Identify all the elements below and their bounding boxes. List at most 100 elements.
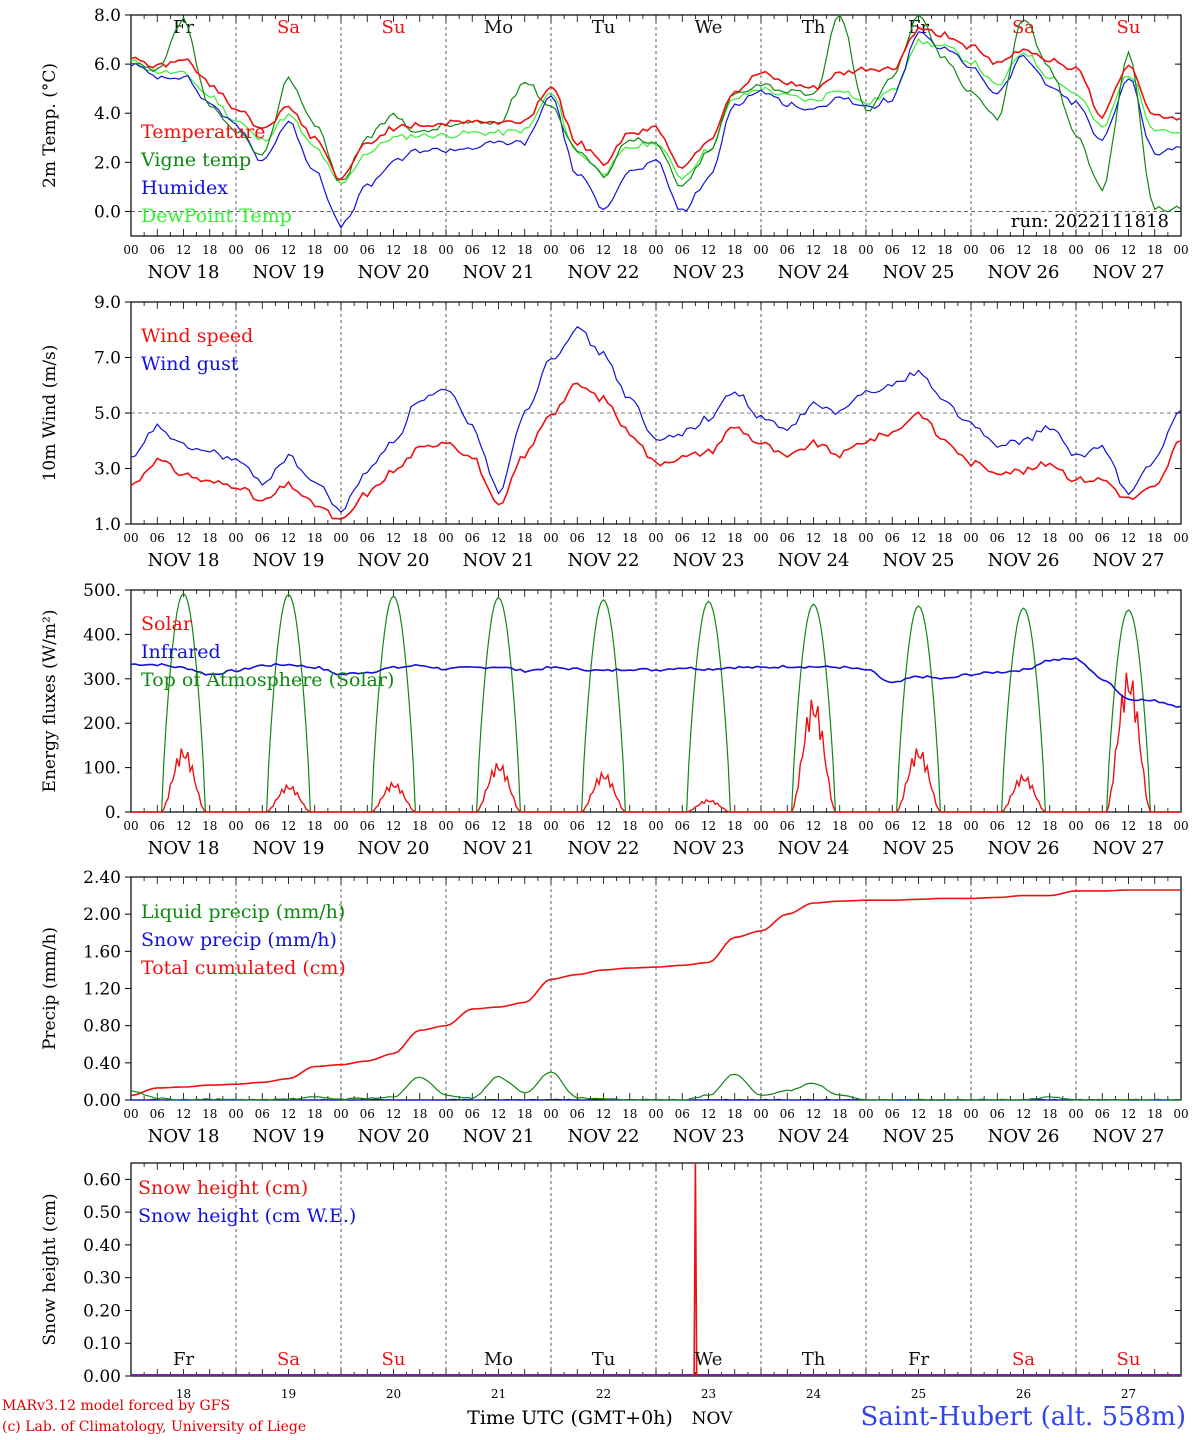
hour-tick-label: 18 [622, 1107, 637, 1121]
weekday-label: Mo [484, 17, 513, 38]
hour-tick-label: 06 [150, 1107, 165, 1121]
date-label: NOV 26 [988, 838, 1060, 859]
date-label: NOV 22 [568, 1126, 640, 1147]
run-label: run: 2022111818 [1011, 211, 1169, 232]
hour-tick-label: 12 [911, 243, 926, 257]
hour-tick-label: 18 [1042, 1107, 1057, 1121]
hour-tick-label: 18 [727, 819, 742, 833]
y-tick-label: 4.0 [94, 104, 121, 124]
hour-tick-label: 06 [255, 531, 270, 545]
hour-tick-label: 18 [622, 819, 637, 833]
hour-tick-label: 12 [176, 1107, 191, 1121]
hour-tick-label: 06 [780, 1107, 795, 1121]
series-line-total-cumulated-cm- [130, 889, 1181, 1097]
hour-tick-label: 06 [360, 819, 375, 833]
hour-tick-label: 06 [675, 1107, 690, 1121]
date-label: NOV 18 [148, 838, 220, 859]
y-axis-label: 2m Temp. (°C) [40, 63, 60, 188]
hour-tick-label: 00 [438, 243, 453, 257]
hour-tick-label: 18 [622, 243, 637, 257]
y-tick-label: 1.0 [94, 515, 121, 535]
hour-tick-label: 06 [990, 819, 1005, 833]
weekday-label: Tu [592, 1349, 616, 1370]
hour-tick-label: 12 [911, 819, 926, 833]
hour-tick-label: 18 [1147, 531, 1162, 545]
hour-tick-label: 18 [202, 243, 217, 257]
y-tick-label: 0.20 [83, 1301, 121, 1321]
hour-tick-label: 18 [937, 531, 952, 545]
hour-tick-label: 00 [648, 531, 663, 545]
date-label: NOV 22 [568, 262, 640, 283]
hour-tick-label: 18 [1147, 243, 1162, 257]
hour-tick-label: 06 [885, 819, 900, 833]
hour-tick-label: 12 [596, 1107, 611, 1121]
hour-tick-label: 18 [517, 531, 532, 545]
date-label: NOV 18 [148, 1126, 220, 1147]
date-label: NOV 21 [463, 838, 535, 859]
weekday-label: Su [1117, 1349, 1141, 1370]
hour-tick-label: 06 [150, 243, 165, 257]
y-tick-label: 0.50 [83, 1203, 121, 1223]
panel-4: 0.00 0.40 0.80 1.20 1.60 2.00 2.40 Precip (mm/h… [40, 868, 1189, 1147]
hour-tick-label: 12 [1016, 819, 1031, 833]
y-axis-label: Snow height (cm) [40, 1193, 60, 1345]
y-axis-label: Energy fluxes (W/m²) [40, 610, 60, 793]
date-label: NOV 22 [568, 838, 640, 859]
date-label: NOV 21 [463, 550, 535, 571]
hour-tick-label: 00 [858, 243, 873, 257]
date-label: NOV 19 [253, 550, 325, 571]
legend-entry: Total cumulated (cm) [141, 957, 346, 979]
hour-tick-label: 00 [1173, 1107, 1188, 1121]
date-label: NOV 27 [1093, 550, 1165, 571]
hour-tick-label: 00 [1173, 819, 1188, 833]
day-number-label: 18 [176, 1387, 191, 1401]
hour-tick-label: 00 [1173, 531, 1188, 545]
hour-tick-label: 12 [1121, 531, 1136, 545]
hour-tick-label: 18 [1147, 819, 1162, 833]
hour-tick-label: 12 [1121, 243, 1136, 257]
weekday-label: Th [802, 17, 826, 38]
date-label: NOV 26 [988, 262, 1060, 283]
hour-tick-label: 00 [963, 819, 978, 833]
y-tick-label: 400. [83, 625, 121, 645]
hour-tick-label: 00 [963, 531, 978, 545]
hour-tick-label: 00 [858, 819, 873, 833]
hour-tick-label: 00 [858, 531, 873, 545]
hour-tick-label: 06 [150, 819, 165, 833]
y-tick-label: 3.0 [94, 460, 121, 480]
hour-tick-label: 12 [281, 243, 296, 257]
legend-entry: Wind speed [141, 325, 253, 347]
y-tick-label: 0.00 [83, 1091, 121, 1111]
hour-tick-label: 00 [963, 1107, 978, 1121]
hour-tick-label: 18 [307, 1107, 322, 1121]
hour-tick-label: 00 [1173, 243, 1188, 257]
hour-tick-label: 12 [1016, 531, 1031, 545]
hour-tick-label: 12 [1016, 1107, 1031, 1121]
legend-entry: Snow height (cm) [138, 1177, 308, 1199]
hour-tick-label: 06 [990, 531, 1005, 545]
y-tick-label: 2.00 [83, 905, 121, 925]
legend-entry: Solar [141, 613, 193, 635]
hour-tick-label: 06 [780, 243, 795, 257]
hour-tick-label: 06 [885, 1107, 900, 1121]
hour-tick-label: 18 [1147, 1107, 1162, 1121]
date-label: NOV 23 [673, 1126, 745, 1147]
hour-tick-label: 00 [438, 1107, 453, 1121]
hour-tick-label: 12 [1121, 819, 1136, 833]
date-label: NOV 19 [253, 838, 325, 859]
hour-tick-label: 18 [307, 531, 322, 545]
date-label: NOV 23 [673, 550, 745, 571]
date-label: NOV 24 [778, 550, 850, 571]
legend-entry: Infrared [141, 641, 221, 663]
panel-5: 0.00 0.10 0.20 0.30 0.40 0.50 0.60 Snow height … [40, 1162, 1182, 1429]
hour-tick-label: 18 [202, 1107, 217, 1121]
hour-tick-label: 00 [1068, 1107, 1083, 1121]
hour-tick-label: 06 [990, 243, 1005, 257]
hour-tick-label: 18 [727, 531, 742, 545]
date-label: NOV 24 [778, 262, 850, 283]
panel-2: 1.0 3.0 5.0 7.0 9.0 10m Wind (m/s) 00 06 12 18 NOV… [40, 293, 1189, 571]
date-label: NOV 23 [673, 262, 745, 283]
hour-tick-label: 06 [885, 531, 900, 545]
hour-tick-label: 06 [1095, 819, 1110, 833]
hour-tick-label: 06 [570, 819, 585, 833]
